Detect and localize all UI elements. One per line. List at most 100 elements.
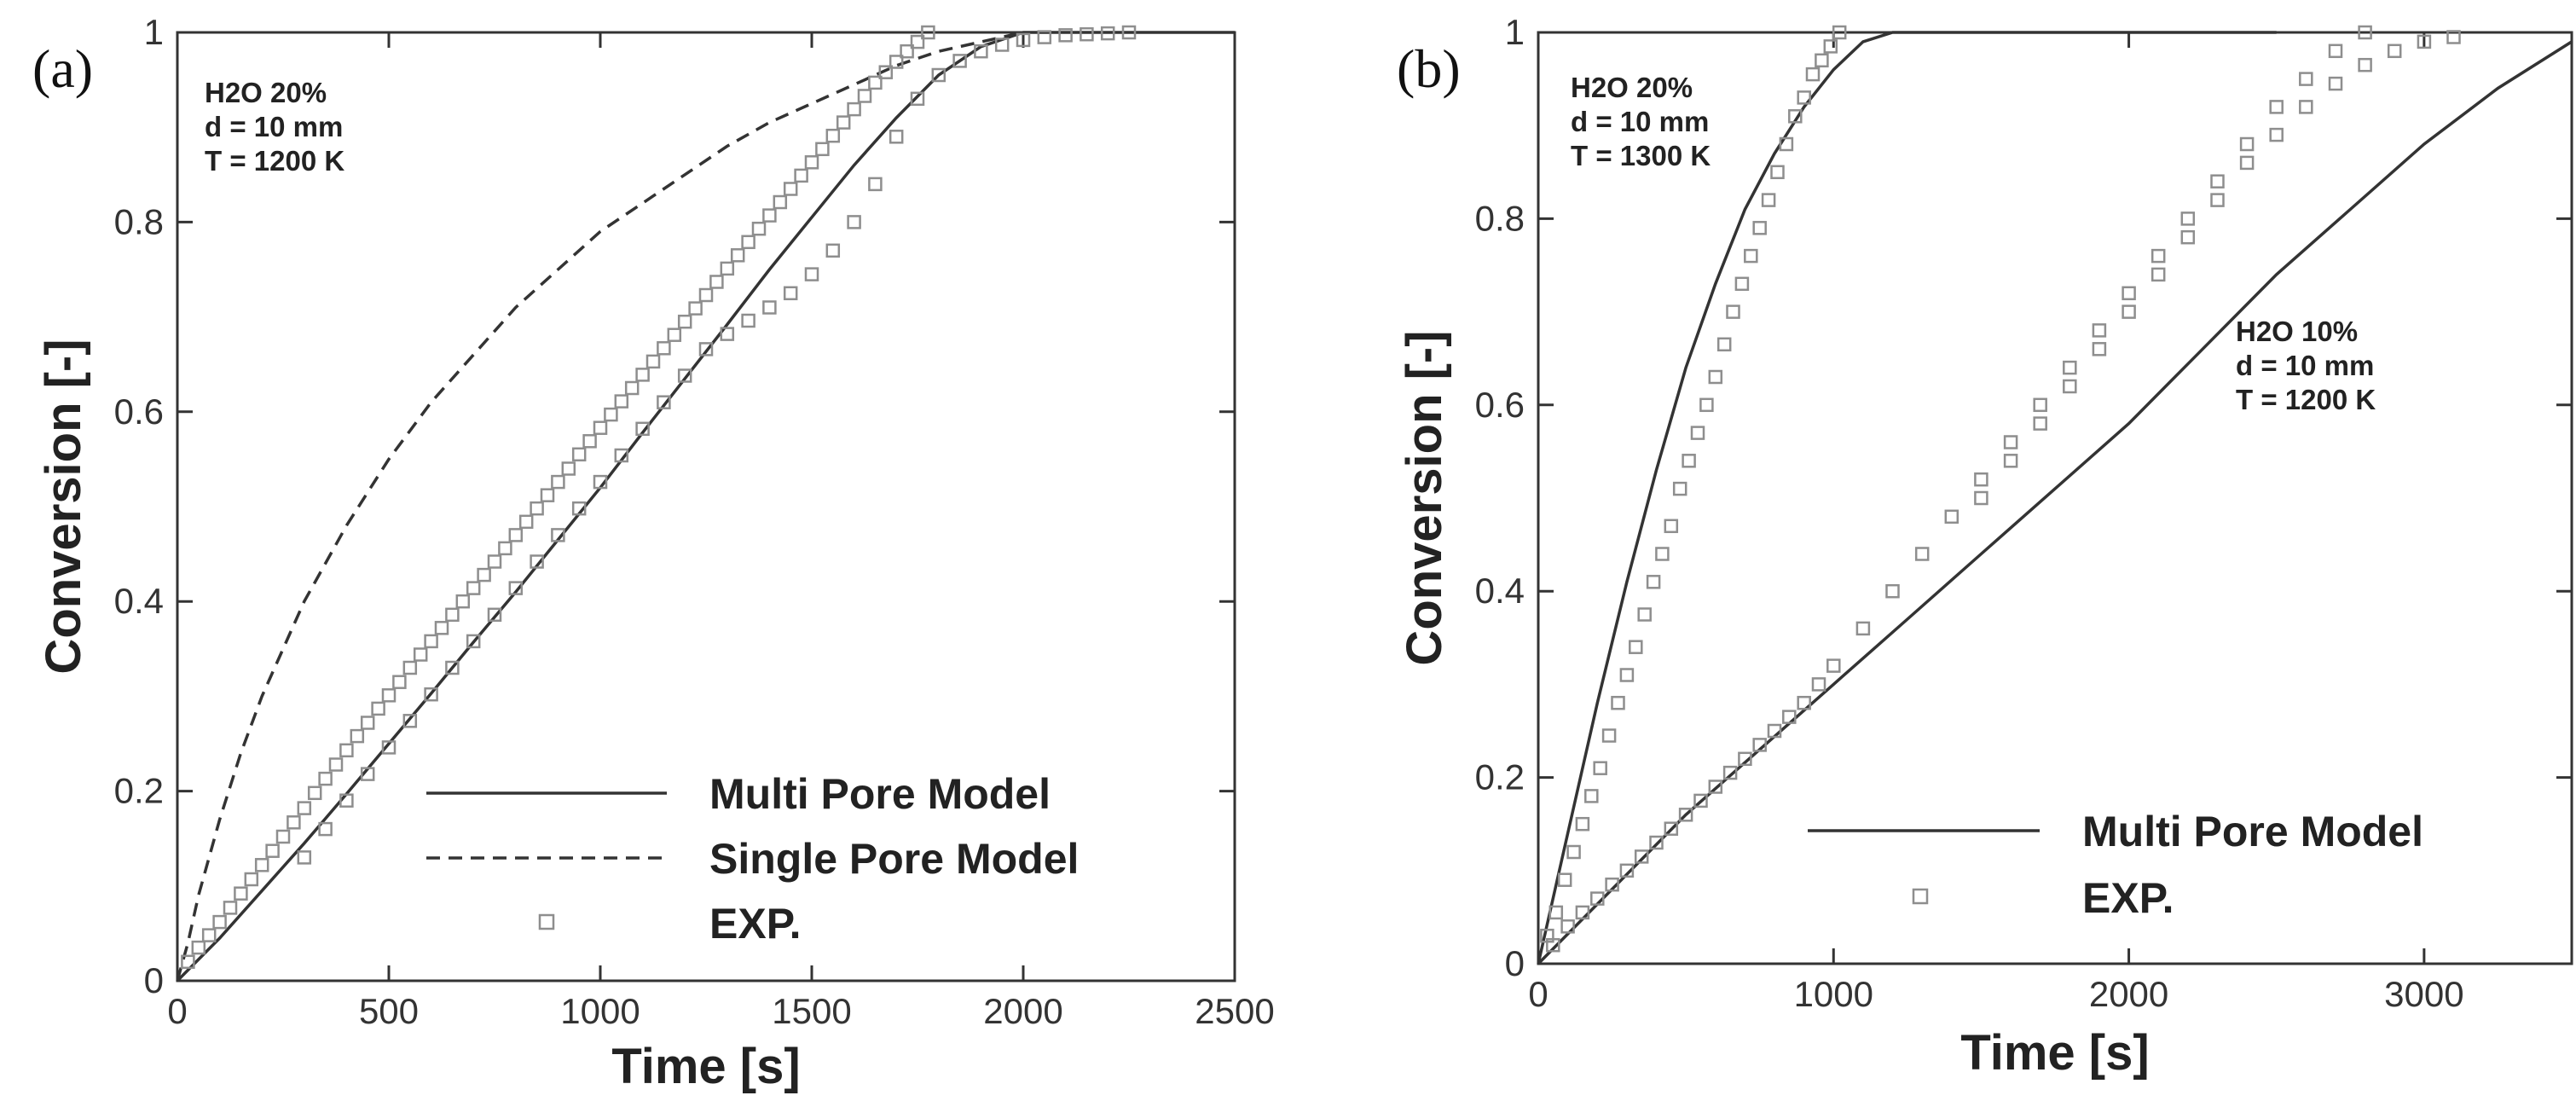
exp-data-point	[487, 607, 502, 623]
exp-data-point	[540, 488, 555, 502]
exp-data-point	[360, 716, 375, 730]
exp-data-point	[868, 75, 883, 90]
exp-data-point	[773, 194, 788, 210]
exp-data-point	[635, 421, 650, 437]
exp-data-point	[244, 872, 259, 887]
panel-b-y-axis-label: Conversion [-]	[1397, 330, 1452, 665]
exp-data-point	[2328, 76, 2343, 91]
exp-data-point	[360, 767, 375, 781]
panel-a-legend-label-3: EXP.	[709, 900, 802, 948]
exp-data-point	[424, 634, 438, 649]
exp-data-point	[1058, 28, 1073, 43]
exp-data-point	[1655, 547, 1670, 561]
exp-data-point	[931, 67, 946, 83]
exp-data-point	[518, 514, 534, 530]
panel-b-y-tick-marks	[1538, 31, 2572, 965]
exp-data-point	[657, 395, 671, 409]
exp-data-point	[2446, 30, 2461, 44]
exp-data-point	[593, 420, 608, 435]
x-tick-label: 2500	[1195, 991, 1274, 1031]
panel-b-y-tick-labels: 0 0.2 0.4 0.6 0.8 1	[1475, 12, 1525, 983]
exp-data-point	[1752, 738, 1767, 752]
exp-data-point	[297, 850, 312, 865]
panel-a-letter: (a)	[32, 38, 93, 99]
exp-data-point	[402, 714, 418, 728]
exp-data-point	[1974, 472, 1988, 487]
exp-data-point	[1797, 90, 1811, 105]
exp-data-point	[614, 448, 629, 463]
exp-data-point	[466, 581, 481, 595]
exp-data-point	[593, 474, 608, 490]
panel-a-y-axis-label: Conversion [-]	[36, 339, 91, 674]
y-tick-label: 0.8	[1475, 198, 1525, 238]
y-tick-label: 0.6	[1475, 385, 1525, 425]
exp-data-point	[1788, 109, 1803, 124]
exp-data-point	[645, 354, 661, 369]
panel-a-legend-label-2: Single Pore Model	[709, 835, 1079, 883]
exp-data-point	[1914, 547, 1930, 561]
exp-data-point	[1815, 53, 1829, 68]
exp-data-point	[804, 267, 819, 281]
exp-data-point	[720, 327, 735, 341]
exp-data-point	[1548, 905, 1564, 920]
x-tick-label: 2000	[983, 991, 1062, 1031]
exp-data-point	[1605, 877, 1619, 892]
exp-data-point	[191, 940, 206, 955]
exp-data-point	[804, 155, 819, 170]
exp-data-point	[339, 793, 354, 808]
exp-data-point	[762, 208, 777, 223]
exp-data-point	[1646, 575, 1661, 589]
exp-data-point	[2063, 360, 2077, 375]
exp-data-point	[1699, 397, 1714, 413]
exp-data-point	[2210, 174, 2225, 188]
panel-a-series	[176, 25, 1235, 982]
panel-a-legend-marker-swatch	[538, 913, 555, 930]
exp-data-point	[1752, 221, 1767, 235]
exp-data-point	[847, 101, 861, 117]
exp-data-point	[825, 243, 841, 258]
exp-data-point	[910, 34, 925, 49]
exp-data-point	[868, 177, 883, 192]
exp-data-point	[1637, 607, 1652, 622]
exp-data-point	[762, 300, 777, 315]
exp-data-point	[1682, 454, 1696, 468]
exp-data-point	[2299, 100, 2313, 114]
exp-data-point	[1734, 276, 1750, 292]
y-tick-label: 0.2	[114, 771, 164, 811]
exp-data-point	[1121, 25, 1137, 40]
y-tick-label: 0.2	[1475, 757, 1525, 797]
exp-data-point	[1726, 304, 1740, 319]
exp-data-point	[1811, 677, 1826, 692]
exp-data-point	[381, 688, 397, 703]
exp-data-point	[1649, 835, 1664, 850]
panel-b-annotation-2-line-1: H2O 10%	[2236, 316, 2358, 347]
exp-data-point	[328, 757, 344, 772]
exp-data-point	[1823, 39, 1838, 54]
exp-data-point	[508, 581, 524, 595]
exp-data-point	[2417, 34, 2432, 49]
exp-data-point	[530, 554, 544, 569]
panel-b-chart: (b) 0 1000 2000 3000 0 0.2 0.4 0.6 0.8 1 Time [s…	[1397, 12, 2573, 1081]
x-tick-label: 0	[167, 991, 187, 1031]
exp-data-point	[889, 130, 904, 144]
exp-data-point	[720, 261, 735, 276]
exp-data-point	[212, 914, 227, 930]
exp-data-point	[2151, 248, 2166, 264]
exp-data-point	[1611, 695, 1625, 710]
exp-data-point	[1761, 193, 1776, 207]
panel-b-series	[1537, 25, 2573, 965]
panel-b-annotation-1-line-2: d = 10 mm	[1571, 106, 1709, 137]
exp-data-point	[836, 115, 851, 130]
exp-data-point	[1016, 32, 1031, 48]
panel-a-x-tick-labels: 0 500 1000 1500 2000 2500	[167, 991, 1274, 1031]
exp-data-point	[287, 815, 301, 830]
x-tick-label: 500	[359, 991, 419, 1031]
exp-data-point	[265, 843, 280, 858]
exp-data-point	[339, 743, 354, 758]
panel-b-legend: Multi Pore Model EXP.	[1808, 808, 2423, 922]
exp-data-point	[614, 394, 629, 409]
panel-a-chart: (a) 0 500 1000 1500 2000 2500 00.20.40.60.81 …	[32, 12, 1275, 1094]
exp-data-point	[709, 275, 724, 289]
exp-data-point	[297, 801, 312, 815]
exp-data-point	[677, 314, 692, 329]
